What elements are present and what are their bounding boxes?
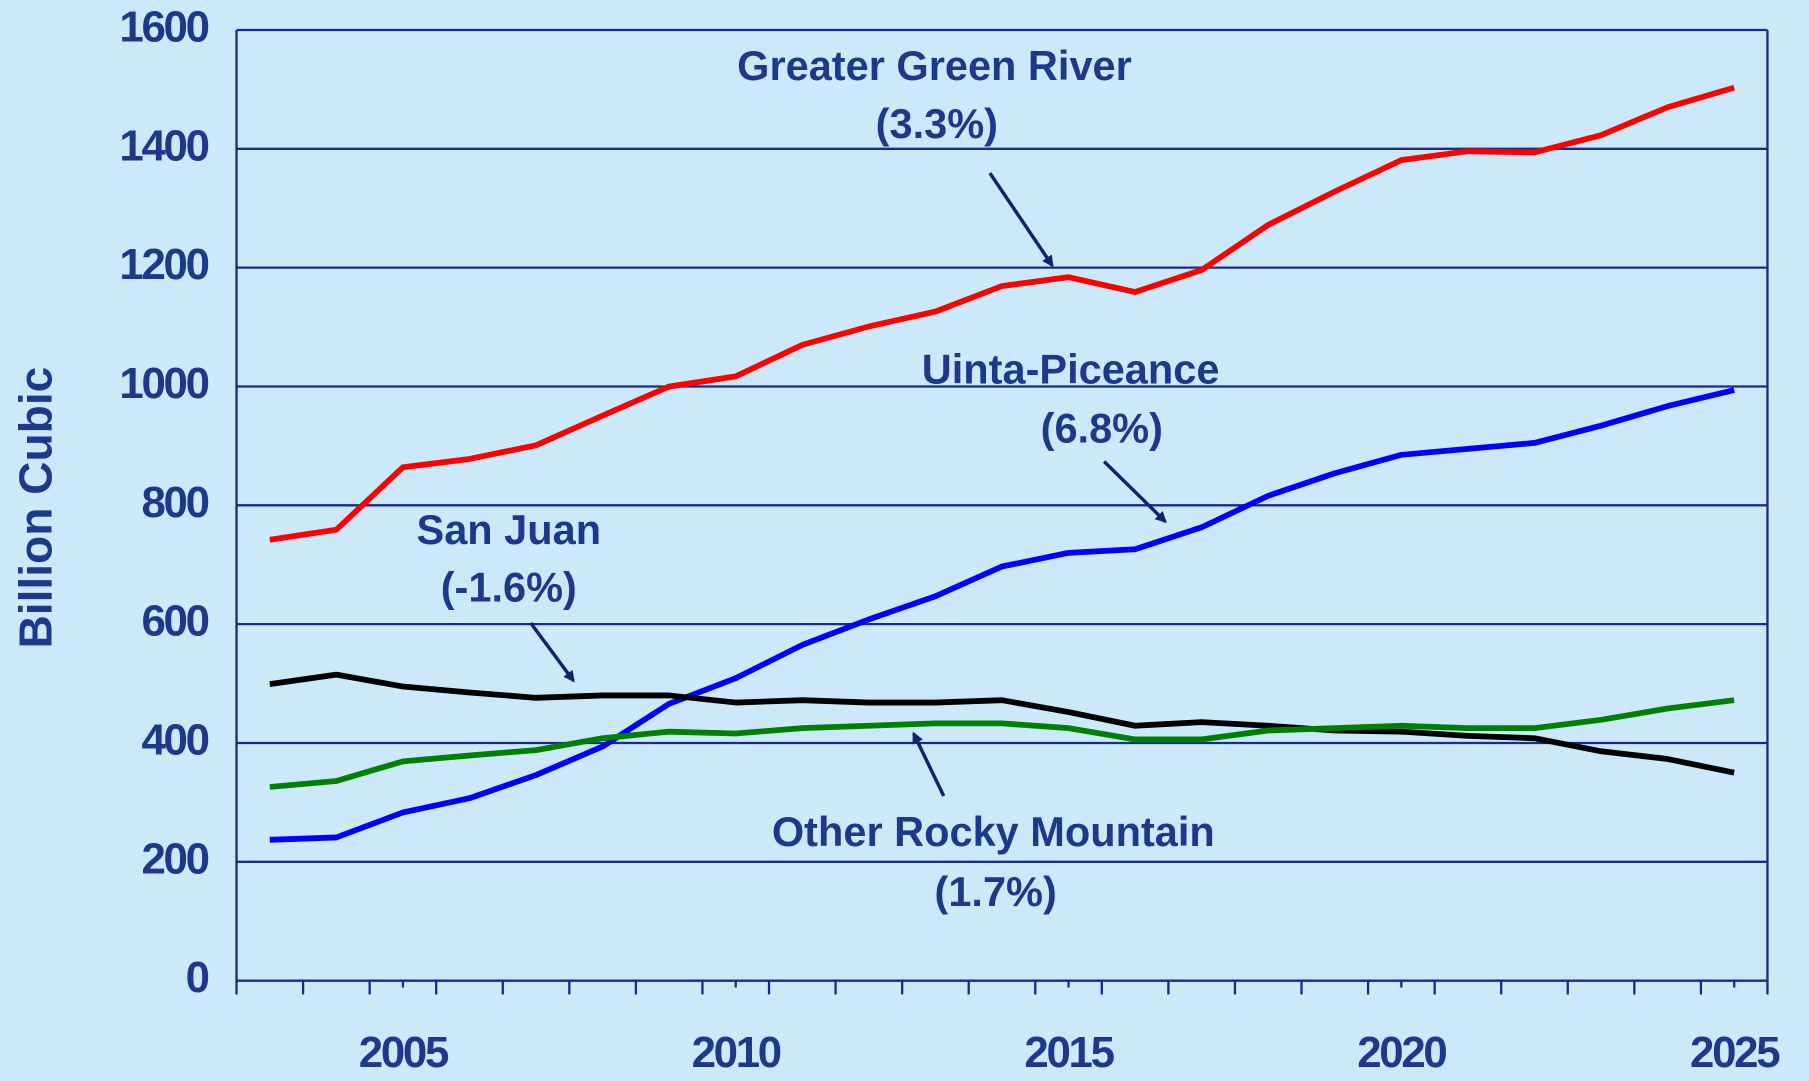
series-annotation-growth: (3.3%) xyxy=(876,100,998,147)
series-annotation: Other Rocky Mountain xyxy=(772,808,1215,855)
x-tick-label: 2025 xyxy=(1690,1028,1780,1077)
series-annotation-growth: (1.7%) xyxy=(935,868,1057,915)
series-annotation-growth: (-1.6%) xyxy=(441,564,577,611)
y-tick-label: 1600 xyxy=(119,3,208,52)
y-tick-label: 800 xyxy=(141,478,208,527)
annotation-arrow xyxy=(529,621,575,683)
x-tick-label: 2005 xyxy=(359,1028,449,1077)
x-tick-label: 2015 xyxy=(1024,1028,1114,1077)
series-annotation: San Juan xyxy=(416,506,601,553)
y-tick-label: 1400 xyxy=(119,121,208,170)
y-tick-label: 0 xyxy=(186,953,209,1002)
series-line xyxy=(269,387,1735,843)
series-annotation-growth: (6.8%) xyxy=(1041,404,1163,451)
y-tick-label: 600 xyxy=(141,597,208,646)
y-tick-label: 1000 xyxy=(119,359,208,408)
series-line xyxy=(269,671,1735,776)
series-line xyxy=(269,84,1735,543)
series-line xyxy=(269,697,1735,790)
y-tick-label: 400 xyxy=(141,716,208,765)
annotation-arrow xyxy=(912,731,946,797)
annotation-arrow xyxy=(1102,460,1167,524)
x-tick-label: 2020 xyxy=(1357,1028,1446,1077)
series-annotation: Greater Green River xyxy=(737,42,1132,89)
y-axis-label: Billion Cubic xyxy=(9,367,61,649)
x-tick-label: 2010 xyxy=(692,1028,781,1077)
y-tick-label: 1200 xyxy=(119,240,208,289)
annotation-arrow xyxy=(988,172,1054,268)
series-annotation: Uinta-Piceance xyxy=(922,346,1220,393)
y-tick-label: 200 xyxy=(141,834,208,883)
